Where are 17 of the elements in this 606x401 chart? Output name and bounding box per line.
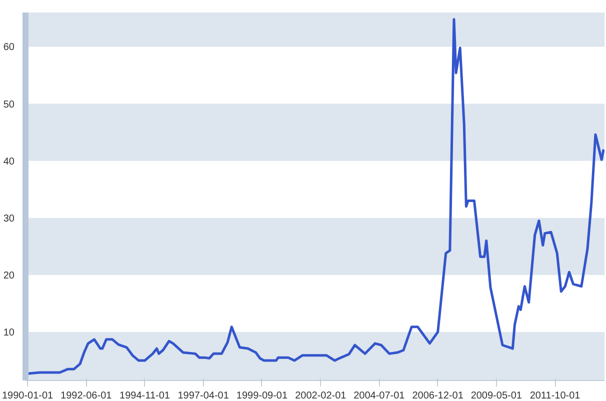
y-tick-label: 30 <box>3 213 15 224</box>
x-tick-label: 1999-09-01 <box>236 390 288 401</box>
x-tick-label: 2009-05-01 <box>470 390 522 401</box>
y-tick-label: 20 <box>3 270 15 282</box>
y-tick-label: 10 <box>3 328 15 339</box>
x-tick-label: 1994-11-01 <box>120 390 170 401</box>
x-tick-label: 2011-10-01 <box>530 390 581 401</box>
y-tick-label: 60 <box>3 42 15 54</box>
line-series <box>26 18 604 375</box>
x-tick-label: 2006-12-01 <box>412 390 464 401</box>
x-tick-label: 2004-07-01 <box>354 390 406 401</box>
y-tick-label: 50 <box>3 99 15 110</box>
x-tick-label: 1990-01-01 <box>2 390 54 401</box>
x-tick-label: 2002-02-01 <box>295 390 347 401</box>
x-tick-label: 1997-04-01 <box>178 390 230 401</box>
x-tick-label: 1992-06-01 <box>60 390 112 401</box>
y-tick-label: 40 <box>3 156 15 168</box>
